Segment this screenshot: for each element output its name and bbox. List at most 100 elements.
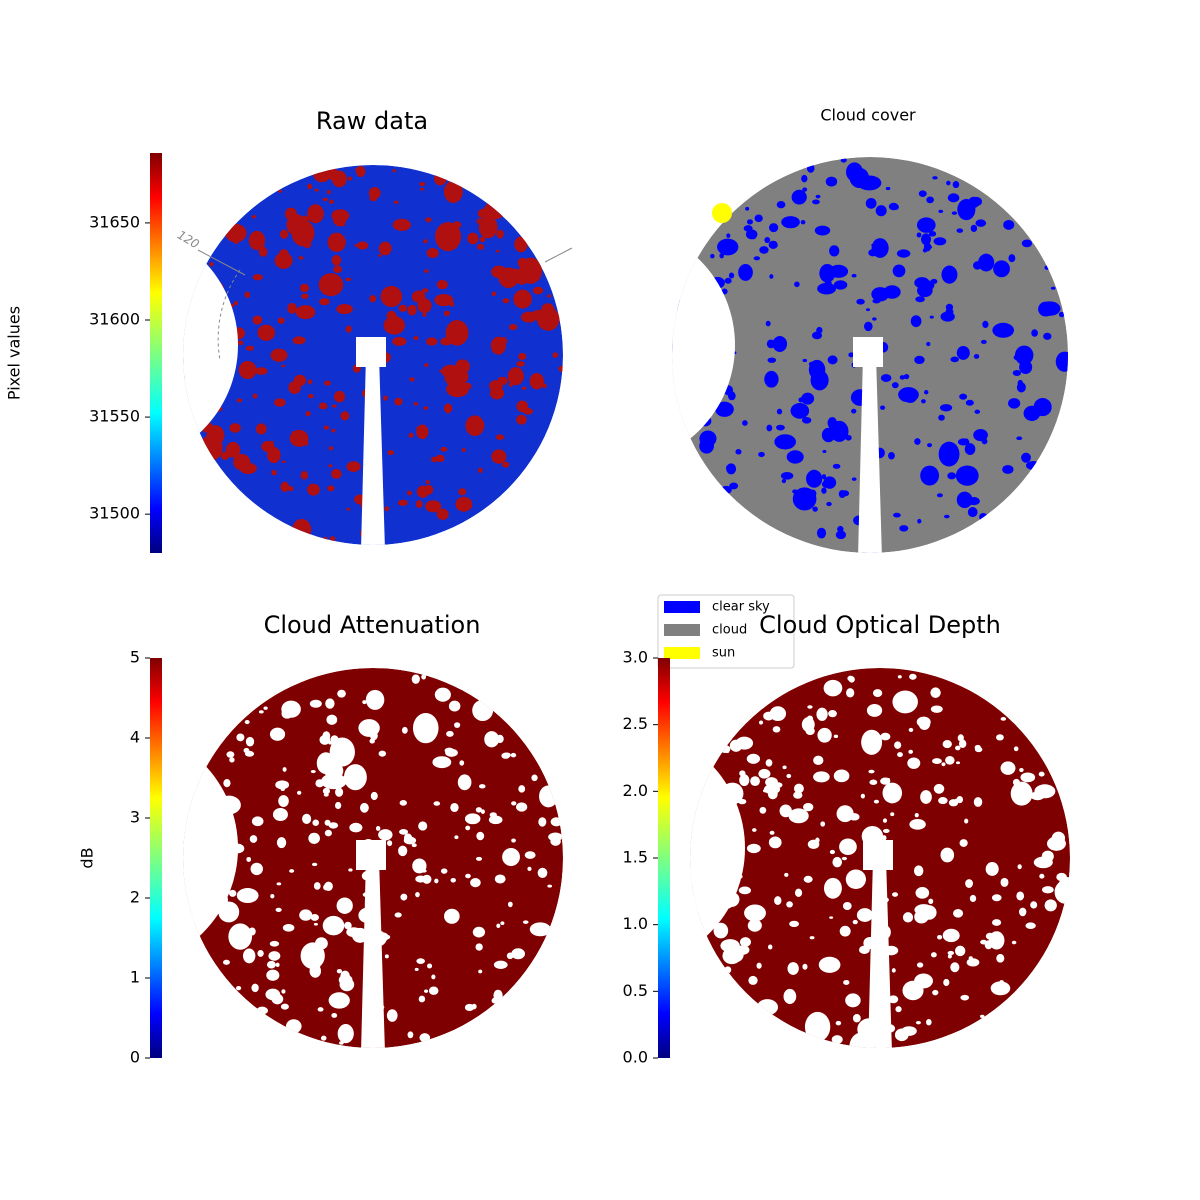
blob: [401, 726, 408, 734]
blob: [991, 894, 1002, 902]
blob: [997, 327, 1008, 338]
blob: [378, 241, 392, 256]
blob: [841, 856, 848, 861]
blob: [508, 382, 514, 388]
blob: [849, 813, 860, 821]
blob: [933, 783, 945, 794]
blob: [496, 229, 504, 239]
blob: [422, 312, 427, 318]
blob: [278, 189, 283, 193]
blob: [957, 438, 970, 446]
blob: [789, 920, 800, 928]
blob: [1000, 761, 1016, 775]
blob: [538, 817, 547, 827]
blob: [926, 196, 935, 204]
blob: [434, 293, 454, 307]
blob: [914, 438, 921, 445]
blob: [888, 995, 899, 1004]
blob: [748, 975, 758, 985]
blob: [244, 720, 250, 725]
blob: [301, 441, 309, 446]
blob: [433, 801, 441, 806]
blob: [903, 390, 918, 403]
blob: [223, 779, 231, 788]
blob: [245, 736, 255, 747]
blob: [383, 316, 406, 335]
blob: [547, 294, 552, 298]
blob: [228, 923, 253, 950]
blob: [325, 698, 335, 709]
blob: [875, 205, 887, 217]
blob: [345, 325, 352, 333]
blob: [891, 968, 896, 973]
blob: [765, 759, 773, 767]
blob: [758, 451, 765, 458]
colorbar-tick-label: 0.5: [623, 981, 648, 1000]
blob: [801, 174, 808, 183]
blob: [1014, 345, 1034, 365]
blob: [345, 277, 352, 282]
blob: [936, 493, 943, 498]
blob: [377, 254, 382, 257]
blob: [913, 865, 924, 877]
blob: [299, 909, 313, 921]
blob: [767, 357, 777, 363]
blob: [917, 284, 933, 298]
blob: [829, 682, 842, 691]
blob: [928, 230, 937, 237]
blob: [459, 760, 465, 766]
blob: [763, 711, 775, 721]
blob: [444, 370, 459, 385]
blob: [947, 950, 955, 956]
colorbar: [150, 658, 162, 1058]
blob: [897, 752, 903, 758]
blob: [409, 377, 415, 382]
sky-image: [690, 668, 1070, 1048]
blob: [359, 802, 369, 813]
horizon-mask: [183, 728, 238, 968]
blob: [413, 402, 419, 406]
blob: [966, 958, 980, 967]
blob: [355, 166, 366, 178]
blob: [417, 298, 432, 313]
blob: [752, 828, 757, 832]
blob: [394, 397, 403, 406]
blob: [1030, 901, 1038, 909]
blob: [421, 674, 427, 680]
blob: [280, 1003, 289, 1010]
blob: [257, 324, 276, 341]
blob: [319, 734, 331, 745]
blob: [955, 465, 979, 486]
blob: [786, 901, 793, 908]
blob: [348, 868, 353, 872]
blob: [235, 986, 242, 991]
blob: [946, 180, 951, 186]
sky-image: [672, 157, 1068, 553]
blob: [783, 988, 797, 1004]
blob: [802, 963, 808, 970]
blob: [411, 843, 417, 848]
blob: [882, 818, 888, 823]
blob: [423, 406, 428, 410]
blob: [967, 507, 978, 518]
blob: [908, 749, 914, 754]
blob: [302, 813, 312, 824]
blob: [816, 707, 828, 721]
blob: [408, 432, 414, 438]
blob: [421, 715, 427, 719]
blob: [326, 714, 338, 725]
blob: [1012, 778, 1020, 786]
blob: [296, 790, 302, 795]
blob: [300, 471, 309, 480]
blob: [957, 198, 976, 221]
blob: [289, 869, 295, 873]
blob: [824, 279, 832, 287]
blob: [868, 769, 875, 774]
blob: [434, 878, 439, 884]
blob: [817, 229, 822, 233]
blob: [475, 807, 482, 813]
blob: [930, 952, 937, 958]
blob: [950, 962, 960, 973]
blob: [807, 705, 813, 709]
blob: [521, 386, 527, 390]
